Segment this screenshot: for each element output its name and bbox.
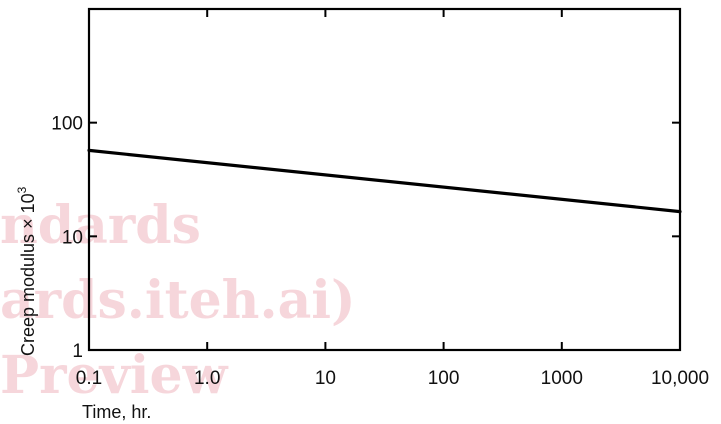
watermark: ndards ards.iteh.ai) Preview [0,195,356,406]
watermark-line-3: Preview [0,345,229,406]
x-axis-ticks [206,9,563,350]
series-line [87,148,682,214]
y-tick-label: 10 [62,227,83,248]
y-axis-tick-labels: 1 10 100 [51,114,83,362]
x-axis-tick-labels: 0.1 1.0 10 100 1000 10,000 [76,368,709,389]
series-group [87,148,682,214]
plot-frame [87,7,682,352]
x-tick-label: 100 [428,368,460,389]
watermark-line-1: ndards [0,195,201,256]
watermark-line-2: ards.iteh.ai) [0,270,356,331]
x-tick-label: 10,000 [651,368,709,389]
y-axis-title: Creep modulus × 10 [18,193,38,356]
x-tick-label: 10 [315,368,336,389]
y-tick-label: 1 [72,341,83,362]
x-tick-label: 1000 [541,368,583,389]
y-axis-title-exponent: 3 [15,186,29,193]
svg-text:Creep modulus × 103: Creep modulus × 103 [15,186,38,356]
x-tick-label: 1.0 [194,368,220,389]
x-axis-title: Time, hr. [82,402,151,422]
x-tick-label: 0.1 [76,368,102,389]
y-axis-ticks [89,121,680,238]
y-axis-title-group: Creep modulus × 103 [15,186,38,356]
y-tick-label: 100 [51,114,83,135]
